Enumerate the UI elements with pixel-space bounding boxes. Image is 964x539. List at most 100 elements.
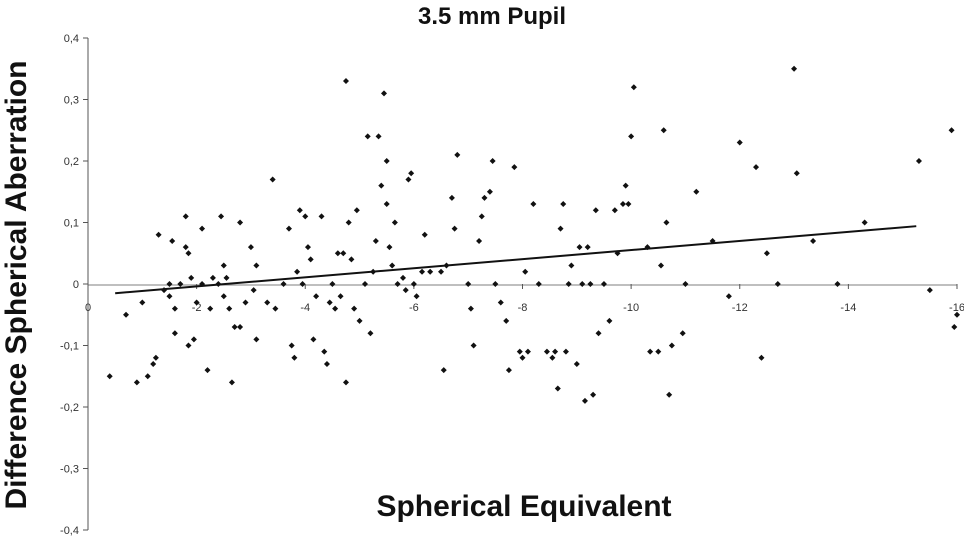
- data-point: [288, 342, 295, 349]
- data-point: [524, 348, 531, 355]
- data-point: [725, 293, 732, 300]
- data-point: [204, 367, 211, 374]
- data-point: [272, 305, 279, 312]
- data-point: [207, 305, 214, 312]
- data-point: [557, 225, 564, 232]
- data-point: [611, 207, 618, 214]
- data-point: [476, 237, 483, 244]
- x-axis-label: Spherical Equivalent: [376, 490, 671, 523]
- data-point: [486, 188, 493, 195]
- y-tick-label: -0,1: [60, 341, 79, 353]
- data-point: [356, 317, 363, 324]
- data-point: [419, 268, 426, 275]
- data-point: [655, 348, 662, 355]
- x-tick-label: -10: [623, 302, 639, 314]
- data-point: [915, 158, 922, 164]
- data-point: [954, 311, 960, 318]
- data-point: [478, 213, 485, 220]
- data-point: [231, 324, 238, 331]
- data-point: [579, 281, 586, 287]
- data-point: [668, 342, 675, 349]
- data-point: [622, 182, 629, 189]
- data-point: [139, 299, 146, 306]
- data-point: [400, 274, 407, 281]
- data-point: [405, 176, 412, 183]
- data-point: [304, 244, 311, 251]
- data-point: [182, 213, 189, 220]
- data-point: [342, 78, 349, 85]
- data-points: [106, 65, 960, 404]
- data-point: [318, 213, 325, 220]
- x-tick-label: -16: [949, 302, 964, 314]
- data-point: [663, 219, 670, 226]
- data-point: [470, 342, 477, 349]
- y-tick-label: 0,1: [64, 218, 79, 230]
- data-point: [294, 268, 301, 275]
- data-point: [774, 281, 781, 287]
- x-tick-label: -14: [840, 302, 856, 314]
- data-point: [291, 354, 298, 361]
- data-point: [467, 305, 474, 312]
- data-point: [481, 194, 488, 201]
- data-point: [451, 225, 458, 232]
- data-point: [193, 299, 200, 306]
- data-point: [619, 201, 626, 208]
- data-point: [440, 367, 447, 374]
- data-point: [595, 330, 602, 337]
- data-point: [489, 158, 496, 164]
- data-point: [185, 342, 192, 349]
- data-point: [345, 219, 352, 226]
- data-point: [332, 305, 339, 312]
- x-tick-label: -4: [300, 302, 310, 314]
- data-point: [351, 305, 358, 312]
- data-point: [410, 281, 417, 287]
- data-point: [253, 336, 260, 343]
- data-point: [247, 244, 254, 251]
- data-point: [171, 305, 178, 312]
- data-point: [123, 311, 130, 318]
- data-point: [199, 225, 206, 232]
- x-ticks: 0 -2 -4 -6 -8 -10 -12 -14 -16: [85, 284, 964, 314]
- data-point: [223, 274, 230, 281]
- data-point: [657, 262, 664, 269]
- data-point: [220, 293, 227, 300]
- data-point: [166, 293, 173, 300]
- data-point: [133, 379, 140, 386]
- data-point: [144, 373, 151, 380]
- data-point: [791, 65, 798, 72]
- data-point: [188, 274, 195, 281]
- data-point: [381, 90, 388, 97]
- data-point: [666, 391, 673, 398]
- data-point: [264, 299, 271, 306]
- data-point: [250, 287, 257, 294]
- data-point: [155, 231, 162, 238]
- data-point: [576, 244, 583, 251]
- data-point: [296, 207, 303, 214]
- y-ticks: 0,4 0,3 0,2 0,1 0 -0,1 -0,2 -0,3 -0,4: [60, 33, 88, 537]
- data-point: [554, 385, 561, 392]
- data-point: [592, 207, 599, 214]
- data-point: [535, 281, 542, 287]
- data-point: [503, 317, 510, 324]
- data-point: [454, 151, 461, 158]
- data-point: [394, 281, 401, 287]
- y-tick-label: -0,3: [60, 464, 79, 476]
- data-point: [427, 268, 434, 275]
- data-point: [391, 219, 398, 226]
- data-point: [242, 299, 249, 306]
- data-point: [209, 274, 216, 281]
- data-point: [237, 324, 244, 331]
- data-point: [758, 354, 765, 361]
- data-point: [511, 164, 518, 171]
- data-point: [679, 330, 686, 337]
- data-point: [375, 133, 382, 140]
- data-point: [152, 354, 159, 361]
- data-point: [549, 354, 556, 361]
- data-point: [171, 330, 178, 337]
- data-point: [326, 299, 333, 306]
- data-point: [861, 219, 868, 226]
- data-point: [383, 201, 390, 208]
- x-tick-label: -2: [192, 302, 202, 314]
- data-point: [367, 330, 374, 337]
- data-point: [948, 127, 955, 134]
